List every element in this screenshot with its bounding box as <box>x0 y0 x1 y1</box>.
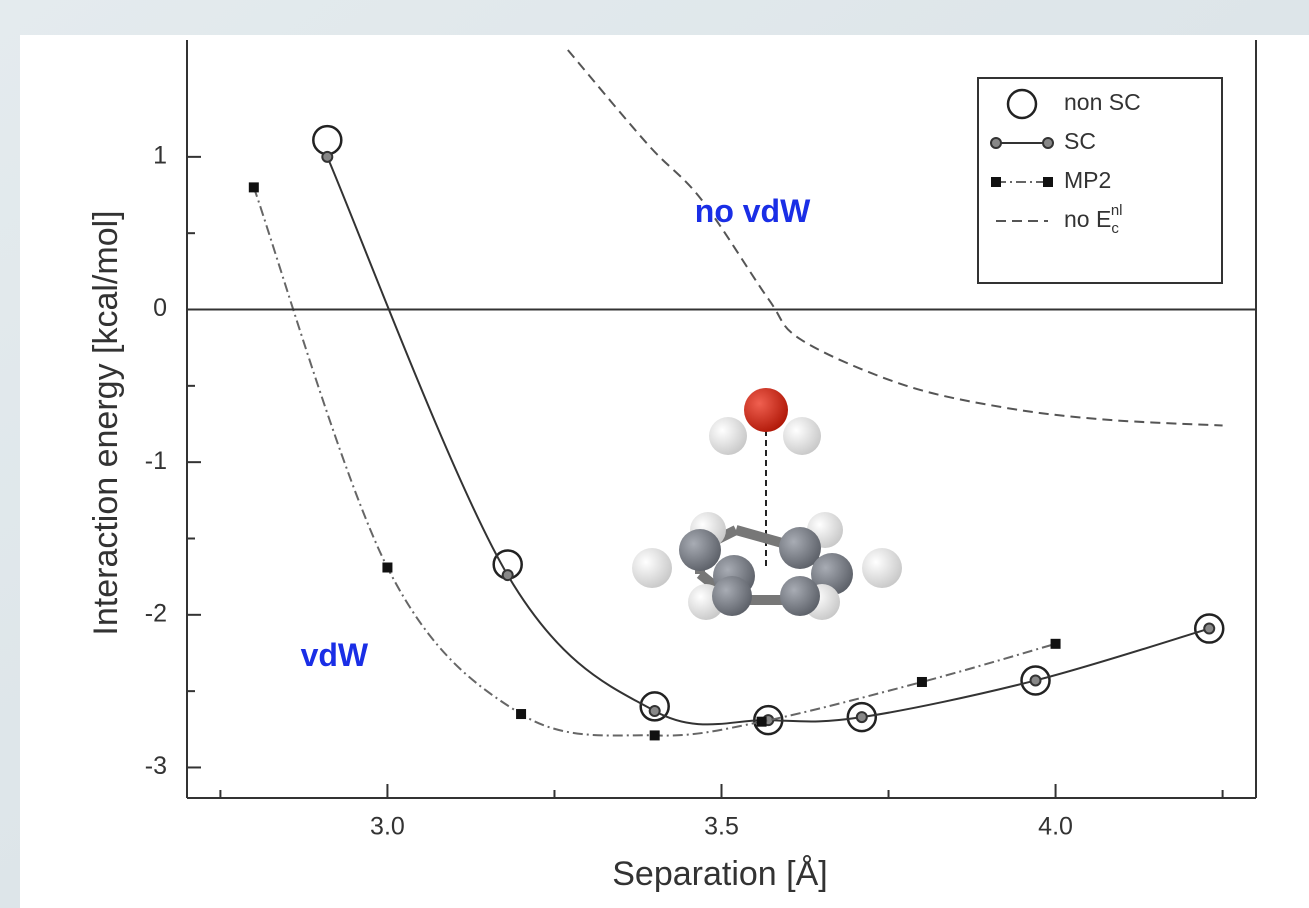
marker <box>1031 675 1041 685</box>
chart: 3.0 3.5 4.0 -3 -2 -1 0 1 no vdW vdW non SC SC MP2 no … <box>0 0 1309 908</box>
legend-name: non SC <box>1064 89 1141 115</box>
marker <box>757 717 767 727</box>
y-tick-label: -1 <box>145 447 167 475</box>
annotation: no vdW <box>695 193 811 229</box>
marker <box>249 182 259 192</box>
x-tick-label: 4.0 <box>1038 813 1073 841</box>
y-tick-label: -2 <box>145 599 167 627</box>
marker <box>503 570 513 580</box>
legend-name: no E <box>1064 206 1111 232</box>
x-tick-label: 3.5 <box>704 813 739 841</box>
marker <box>917 677 927 687</box>
legend-label: SC <box>1064 128 1096 154</box>
marker <box>1043 138 1053 148</box>
marker <box>991 138 1001 148</box>
marker <box>650 730 660 740</box>
legend-name: SC <box>1064 128 1096 154</box>
y-axis-title: Interaction energy [kcal/mol] <box>87 210 125 635</box>
marker <box>650 706 660 716</box>
y-tick-label: -3 <box>145 752 167 780</box>
x-axis-title: Separation [Å] <box>612 855 827 893</box>
marker <box>1204 624 1214 634</box>
legend-label: no Ecnl <box>1064 202 1123 237</box>
marker <box>322 152 332 162</box>
y-tick-label: 1 <box>153 141 167 169</box>
x-tick-label: 3.0 <box>370 813 405 841</box>
marker <box>516 709 526 719</box>
legend-name: MP2 <box>1064 167 1111 193</box>
marker <box>1043 177 1053 187</box>
marker <box>857 712 867 722</box>
legend-sup: nl <box>1111 202 1123 219</box>
legend-label: non SC <box>1064 89 1141 115</box>
marker <box>382 562 392 572</box>
legend-label: MP2 <box>1064 167 1111 193</box>
marker <box>1051 639 1061 649</box>
annotation: vdW <box>301 637 369 673</box>
page: 3.0 3.5 4.0 -3 -2 -1 0 1 no vdW vdW non SC SC MP2 no … <box>0 0 1309 908</box>
y-tick-label: 0 <box>153 294 167 322</box>
marker <box>991 177 1001 187</box>
legend: non SC SC MP2 no Ecnl <box>978 78 1222 283</box>
legend-sub: c <box>1111 220 1119 237</box>
